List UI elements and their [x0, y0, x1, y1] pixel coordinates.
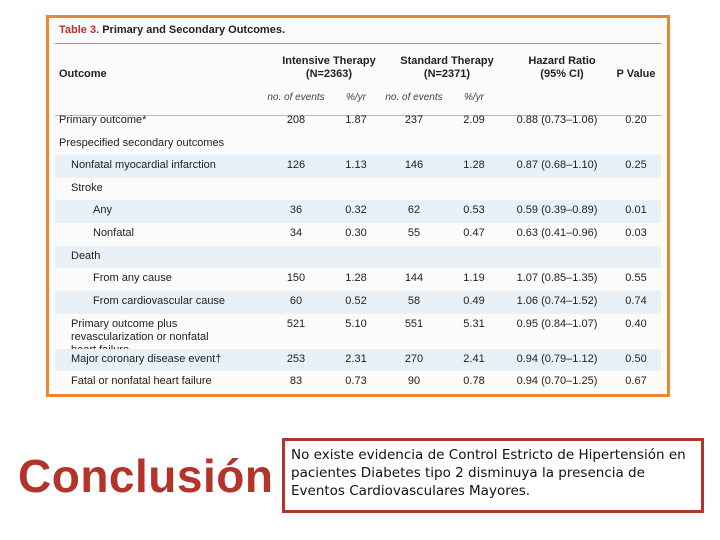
cell-standard-events: 237: [404, 114, 424, 126]
table-row: Stroke: [55, 178, 661, 200]
cell-standard-rate: 2.09: [463, 114, 485, 126]
cell-p-value: 0.40: [625, 318, 647, 330]
table-row: From any cause 150 1.28 144 1.19 1.07 (0.85–1…: [55, 268, 661, 291]
cell-p-value: 0.20: [625, 114, 647, 126]
cell-intensive-events: 253: [286, 353, 306, 365]
cell-hazard-ratio: 1.07 (0.85–1.35): [516, 272, 598, 284]
cell-standard-events: 62: [407, 204, 421, 216]
cell-standard-events: 55: [407, 227, 421, 239]
table-row: Death: [55, 246, 661, 268]
cell-hazard-ratio: 0.95 (0.84–1.07): [516, 318, 598, 330]
cell-hazard-ratio: 0.59 (0.39–0.89): [516, 204, 598, 216]
conclusion-box: No existe evidencia de Control Estricto …: [282, 438, 704, 513]
cell-intensive-rate: 1.28: [345, 272, 367, 284]
subheader-intensive-rate: %/yr: [346, 92, 366, 103]
table-title: Primary and Secondary Outcomes.: [102, 24, 286, 36]
row-label: Stroke: [71, 182, 103, 194]
row-label: Major coronary disease event†: [71, 353, 222, 365]
table-row: Any 36 0.32 62 0.53 0.59 (0.39–0.89) 0.01: [55, 200, 661, 223]
header-intensive: Intensive Therapy: [282, 55, 376, 67]
header-standard: Standard Therapy: [400, 55, 494, 67]
cell-intensive-rate: 0.32: [345, 204, 367, 216]
row-label: Nonfatal: [93, 227, 134, 239]
cell-p-value: 0.74: [625, 295, 647, 307]
cell-intensive-events: 83: [289, 375, 303, 387]
cell-standard-rate: 0.78: [463, 375, 485, 387]
header-intensive-n: (N=2363): [305, 68, 353, 80]
cell-intensive-events: 208: [286, 114, 306, 126]
table-row: Prespecified secondary outcomes: [55, 133, 661, 155]
table-row: Primary outcome plus revascularization o…: [55, 314, 661, 356]
cell-hazard-ratio: 0.94 (0.70–1.25): [516, 375, 598, 387]
row-label: From cardiovascular cause: [93, 295, 226, 307]
row-label: Any: [93, 204, 112, 216]
row-label: Primary outcome*: [59, 114, 147, 126]
cell-intensive-rate: 2.31: [345, 353, 367, 365]
cell-p-value: 0.25: [625, 159, 647, 171]
header-hazard: Hazard Ratio: [528, 55, 596, 67]
cell-standard-events: 58: [407, 295, 421, 307]
cell-standard-rate: 2.41: [463, 353, 485, 365]
cell-p-value: 0.50: [625, 353, 647, 365]
cell-intensive-events: 34: [289, 227, 303, 239]
row-label: From any cause: [93, 272, 172, 284]
cell-intensive-rate: 5.10: [345, 318, 367, 330]
cell-standard-rate: 0.49: [463, 295, 485, 307]
table-row: Nonfatal myocardial infarction 126 1.13 146…: [55, 155, 661, 178]
table-row: From cardiovascular cause 60 0.52 58 0.49 1.0…: [55, 291, 661, 314]
cell-standard-events: 551: [404, 318, 424, 330]
cell-standard-events: 90: [407, 375, 421, 387]
caption-divider: [55, 43, 661, 44]
cell-standard-events: 146: [404, 159, 424, 171]
header-pvalue: P Value: [616, 68, 656, 80]
cell-standard-rate: 1.19: [463, 272, 485, 284]
cell-standard-rate: 0.53: [463, 204, 485, 216]
table-number: Table 3.: [59, 24, 100, 36]
conclusion-text: No existe evidencia de Control Estricto …: [291, 447, 686, 499]
cell-intensive-events: 60: [289, 295, 303, 307]
cell-hazard-ratio: 0.63 (0.41–0.96): [516, 227, 598, 239]
cell-intensive-rate: 0.30: [345, 227, 367, 239]
header-outcome: Outcome: [59, 68, 107, 80]
cell-standard-rate: 5.31: [463, 318, 485, 330]
header-hazard-ci: (95% CI): [540, 68, 584, 80]
cell-p-value: 0.67: [625, 375, 647, 387]
cell-standard-events: 144: [404, 272, 424, 284]
cell-hazard-ratio: 0.87 (0.68–1.10): [516, 159, 598, 171]
table-caption: Table 3. Primary and Secondary Outcomes.: [59, 24, 285, 36]
header-standard-n: (N=2371): [423, 68, 471, 80]
cell-intensive-rate: 1.13: [345, 159, 367, 171]
cell-intensive-rate: 0.73: [345, 375, 367, 387]
cell-standard-rate: 0.47: [463, 227, 485, 239]
cell-intensive-events: 521: [286, 318, 306, 330]
cell-p-value: 0.03: [625, 227, 647, 239]
cell-intensive-events: 150: [286, 272, 306, 284]
outcomes-table: Table 3. Primary and Secondary Outcomes.…: [46, 15, 670, 397]
row-label: Fatal or nonfatal heart failure: [71, 375, 212, 387]
subheader-standard-events: no. of events: [385, 92, 443, 103]
subheader-standard-rate: %/yr: [464, 92, 484, 103]
table-row: Primary outcome* 208 1.87 237 2.09 0.88 (0.73…: [55, 110, 661, 133]
table-row: Fatal or nonfatal heart failure 83 0.73 90 0…: [55, 371, 661, 394]
cell-hazard-ratio: 1.06 (0.74–1.52): [516, 295, 598, 307]
cell-intensive-rate: 1.87: [345, 114, 367, 126]
row-label: Death: [71, 250, 101, 262]
cell-standard-events: 270: [404, 353, 424, 365]
row-label: Nonfatal myocardial infarction: [71, 159, 216, 171]
table-row: Nonfatal 34 0.30 55 0.47 0.63 (0.41–0.96) 0.03: [55, 223, 661, 246]
row-label: Primary outcome plus revascularization o…: [71, 318, 209, 356]
cell-intensive-events: 36: [289, 204, 303, 216]
row-label: Prespecified secondary outcomes: [59, 137, 225, 149]
cell-p-value: 0.01: [625, 204, 647, 216]
header-divider: [55, 115, 661, 116]
cell-p-value: 0.55: [625, 272, 647, 284]
table-row: Major coronary disease event† 253 2.31 270 2…: [55, 349, 661, 371]
cell-standard-rate: 1.28: [463, 159, 485, 171]
cell-hazard-ratio: 0.88 (0.73–1.06): [516, 114, 598, 126]
subheader-intensive-events: no. of events: [267, 92, 325, 103]
cell-intensive-events: 126: [286, 159, 306, 171]
conclusion-title: Conclusión: [18, 450, 274, 502]
cell-hazard-ratio: 0.94 (0.79–1.12): [516, 353, 598, 365]
cell-intensive-rate: 0.52: [345, 295, 367, 307]
